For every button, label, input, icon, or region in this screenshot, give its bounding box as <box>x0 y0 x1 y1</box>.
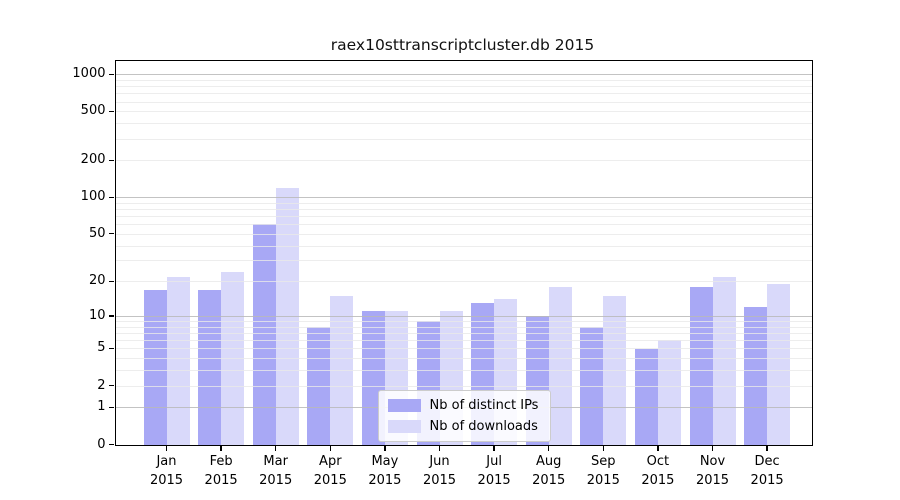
y-tick-mark <box>109 73 115 75</box>
axis-ticks-layer: 0 1 2 5 10 20 50 100 200 500 1000 Jan 2015 Feb 2015 Mar… <box>72 61 812 487</box>
x-tick-mark <box>548 445 550 451</box>
bar-dec-downloads <box>767 283 791 445</box>
x-tick-mark <box>766 445 768 451</box>
bar-oct-downloads <box>657 340 681 445</box>
y-tick-mark <box>109 280 115 282</box>
legend-row-distinct-ips: Nb of distinct IPs <box>387 398 539 413</box>
bar-jan-downloads <box>166 276 190 445</box>
y-tick-label: 50 <box>88 225 106 241</box>
legend-row-downloads: Nb of downloads <box>387 419 539 434</box>
y-tick-mark <box>109 384 115 387</box>
x-tick-mark <box>329 445 331 451</box>
x-tick-mark <box>384 445 386 451</box>
x-tick-mark <box>275 445 277 451</box>
x-tick-mark <box>602 445 604 451</box>
legend-swatch-distinct-ips <box>387 399 421 412</box>
bar-dec-distinct-ips <box>744 307 768 445</box>
plot-area: 0 1 2 5 10 20 50 100 200 500 1000 Jan 2015 Feb 2015 Mar… <box>72 60 813 488</box>
bar-oct-distinct-ips <box>634 348 658 445</box>
y-tick-mark <box>109 406 115 408</box>
bar-jan-distinct-ips <box>143 289 167 445</box>
y-tick-mark <box>109 347 115 350</box>
y-tick-mark <box>109 159 115 161</box>
y-tick-mark <box>109 443 115 446</box>
bar-aug-downloads <box>548 286 572 445</box>
y-tick-label: 200 <box>80 152 106 168</box>
y-tick-label: 500 <box>80 103 106 119</box>
bar-mar-distinct-ips <box>252 224 276 445</box>
legend-label-downloads: Nb of downloads <box>429 419 538 434</box>
y-tick-mark <box>109 196 115 198</box>
x-tick-mark <box>438 445 441 451</box>
bar-nov-distinct-ips <box>689 286 713 445</box>
x-tick-mark <box>493 445 495 451</box>
y-tick-label: 0 <box>97 436 106 452</box>
x-tick-mark <box>220 445 222 451</box>
x-tick-label: Dec 2015 <box>735 452 799 490</box>
bar-feb-distinct-ips <box>198 289 222 445</box>
bar-nov-downloads <box>712 276 736 445</box>
y-tick-label: 2 <box>97 377 106 393</box>
legend: Nb of distinct IPs Nb of downloads <box>377 390 552 442</box>
legend-swatch-downloads <box>387 420 421 433</box>
x-tick-mark <box>657 445 659 451</box>
y-tick-mark <box>109 315 115 317</box>
legend-label-distinct-ips: Nb of distinct IPs <box>429 398 539 413</box>
y-tick-label: 10 <box>88 308 106 323</box>
x-tick-year: 2015 <box>750 472 784 488</box>
y-tick-label: 5 <box>97 340 106 356</box>
chart-title: raex10sttranscriptcluster.db 2015 <box>330 36 595 54</box>
x-tick-mark <box>711 445 714 451</box>
y-tick-mark <box>109 110 115 113</box>
y-tick-mark <box>109 233 115 235</box>
y-tick-label: 1000 <box>72 66 106 82</box>
x-tick-mark <box>165 445 168 451</box>
x-tick-month: Dec <box>754 453 780 469</box>
y-tick-label: 1 <box>97 399 106 415</box>
y-tick-label: 100 <box>80 189 106 205</box>
y-tick-label: 20 <box>88 273 106 289</box>
